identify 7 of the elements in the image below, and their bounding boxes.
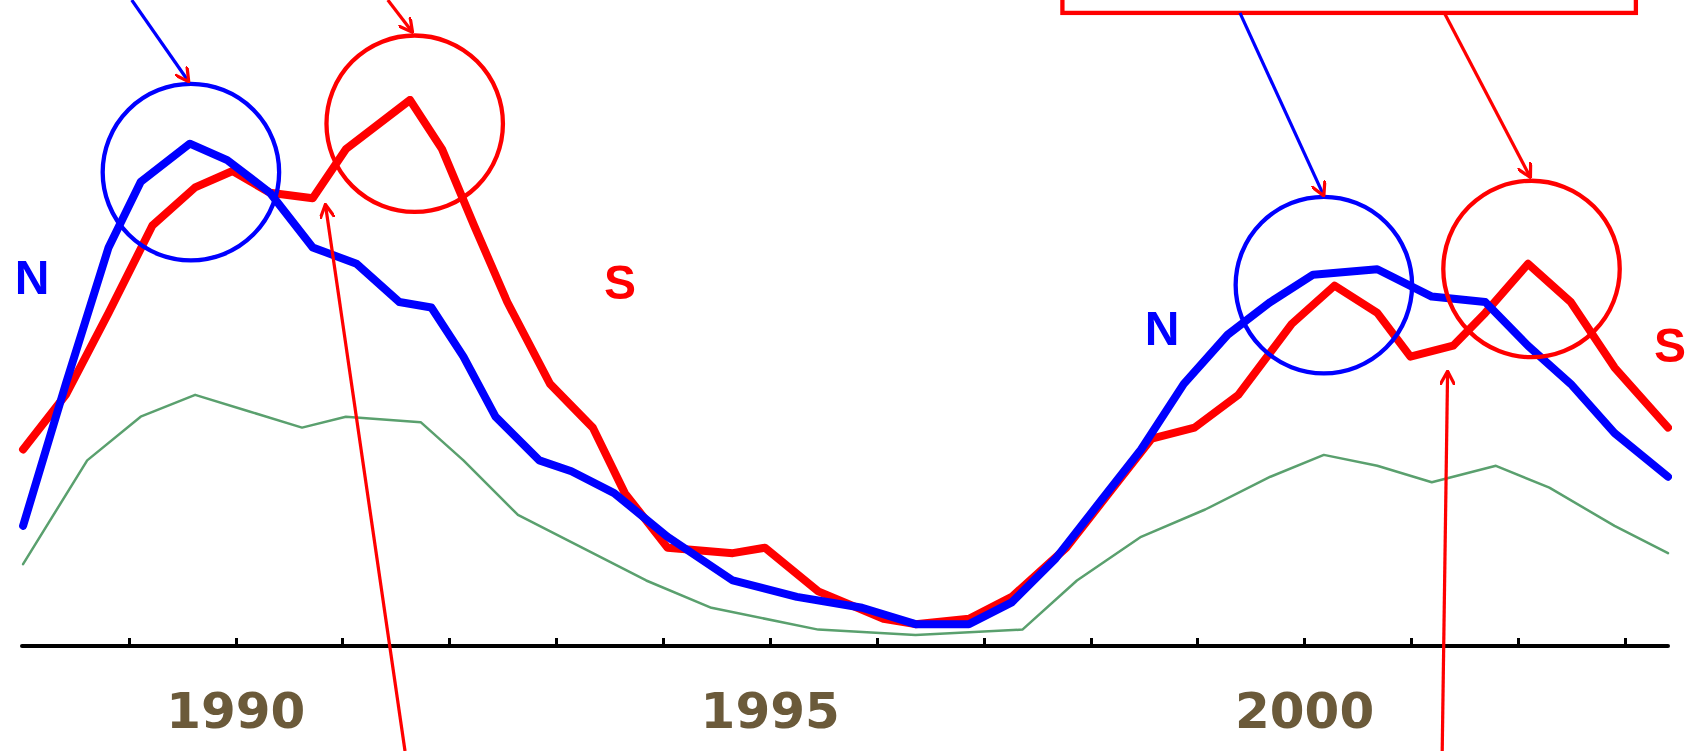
series-label: N	[1144, 301, 1180, 355]
text: S	[603, 255, 637, 309]
x-tick-label: 1995	[700, 682, 840, 740]
text: N	[14, 250, 50, 304]
series-label: S	[1653, 318, 1687, 372]
x-tick-label: 1990	[166, 682, 306, 740]
x-tick-label: 2000	[1235, 682, 1375, 740]
